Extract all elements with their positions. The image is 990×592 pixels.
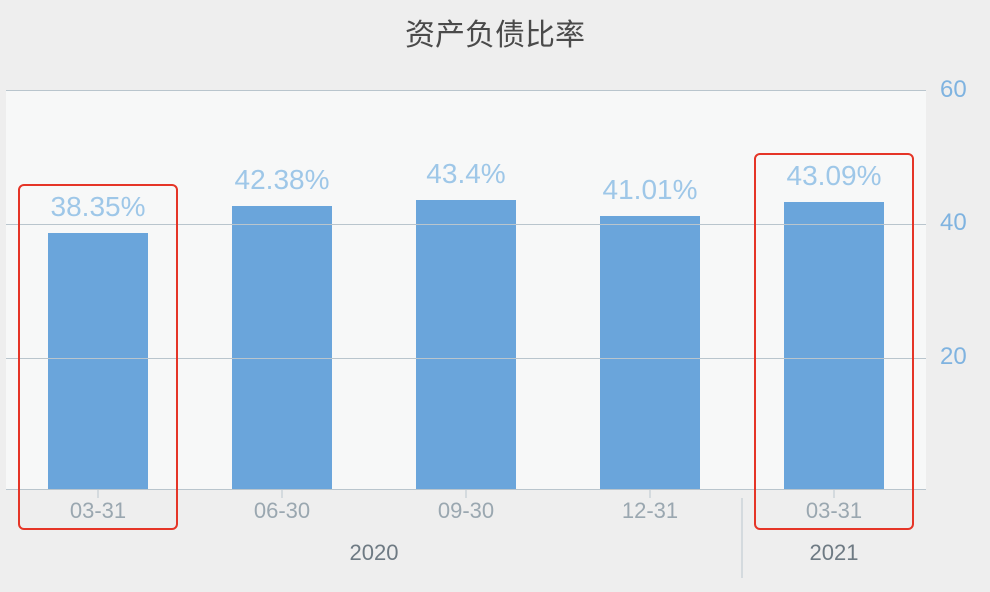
xtick-mark (98, 490, 99, 498)
bar-slot: 41.01% (558, 91, 742, 489)
bar-slot: 43.4% (374, 91, 558, 489)
xtick-label: 03-31 (806, 498, 862, 524)
xtick-label: 03-31 (70, 498, 126, 524)
xtick-mark (282, 490, 283, 498)
bar-value-label: 41.01% (603, 174, 698, 206)
year-label: 2021 (810, 540, 859, 566)
grid-line (6, 358, 926, 359)
bar (784, 202, 884, 489)
year-separator (742, 498, 743, 578)
bar (600, 216, 700, 489)
xtick-label: 09-30 (438, 498, 494, 524)
ytick-label: 40 (940, 209, 967, 237)
grid-line (6, 224, 926, 225)
bar (416, 200, 516, 489)
ytick-label: 60 (940, 76, 967, 104)
bar (48, 233, 148, 489)
year-label: 2020 (350, 540, 399, 566)
ytick-label: 20 (940, 343, 967, 371)
bar-value-label: 38.35% (51, 191, 146, 223)
bar-value-label: 43.09% (787, 160, 882, 192)
bars-layer: 38.35% 42.38% 43.4% 41.01% 43.09% (6, 91, 926, 489)
bar-slot: 42.38% (190, 91, 374, 489)
xtick-label: 06-30 (254, 498, 310, 524)
plot-area: 38.35% 42.38% 43.4% 41.01% 43.09% (6, 90, 926, 490)
chart-title: 资产负债比率 (0, 10, 990, 54)
xtick-mark (834, 490, 835, 498)
bar (232, 206, 332, 489)
bar-value-label: 43.4% (426, 158, 505, 190)
xtick-mark (466, 490, 467, 498)
chart-container: 资产负债比率 38.35% 42.38% 43.4% 41.01% 43.09% 20 4… (0, 0, 990, 592)
bar-slot: 43.09% (742, 91, 926, 489)
xtick-mark (650, 490, 651, 498)
xtick-label: 12-31 (622, 498, 678, 524)
bar-slot: 38.35% (6, 91, 190, 489)
bar-value-label: 42.38% (235, 164, 330, 196)
